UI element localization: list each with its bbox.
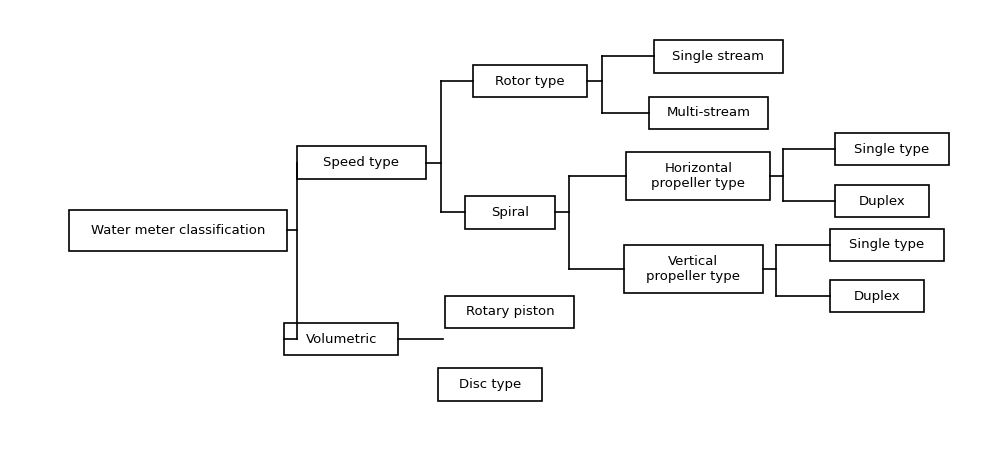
Text: Disc type: Disc type bbox=[459, 378, 521, 391]
Text: Single type: Single type bbox=[854, 142, 929, 155]
Text: Spiral: Spiral bbox=[491, 206, 529, 219]
Text: Volumetric: Volumetric bbox=[306, 333, 377, 346]
Text: Speed type: Speed type bbox=[323, 156, 399, 169]
FancyBboxPatch shape bbox=[830, 229, 944, 261]
FancyBboxPatch shape bbox=[624, 245, 763, 293]
FancyBboxPatch shape bbox=[445, 296, 574, 328]
Text: Single type: Single type bbox=[849, 238, 924, 252]
Text: Duplex: Duplex bbox=[853, 290, 900, 302]
Text: Water meter classification: Water meter classification bbox=[91, 224, 265, 237]
FancyBboxPatch shape bbox=[626, 153, 770, 200]
Text: Multi-stream: Multi-stream bbox=[666, 106, 750, 119]
FancyBboxPatch shape bbox=[284, 323, 398, 355]
FancyBboxPatch shape bbox=[654, 40, 783, 72]
Text: Horizontal
propeller type: Horizontal propeller type bbox=[651, 162, 745, 190]
FancyBboxPatch shape bbox=[438, 368, 542, 401]
FancyBboxPatch shape bbox=[465, 196, 555, 229]
Text: Vertical
propeller type: Vertical propeller type bbox=[646, 255, 740, 283]
Text: Rotary piston: Rotary piston bbox=[466, 306, 554, 319]
FancyBboxPatch shape bbox=[297, 146, 426, 179]
Text: Rotor type: Rotor type bbox=[495, 75, 565, 88]
FancyBboxPatch shape bbox=[649, 96, 768, 129]
FancyBboxPatch shape bbox=[830, 280, 924, 313]
FancyBboxPatch shape bbox=[69, 210, 287, 251]
Text: Single stream: Single stream bbox=[672, 50, 764, 63]
FancyBboxPatch shape bbox=[835, 185, 929, 218]
FancyBboxPatch shape bbox=[835, 133, 949, 165]
Text: Duplex: Duplex bbox=[858, 195, 905, 207]
FancyBboxPatch shape bbox=[473, 65, 587, 97]
